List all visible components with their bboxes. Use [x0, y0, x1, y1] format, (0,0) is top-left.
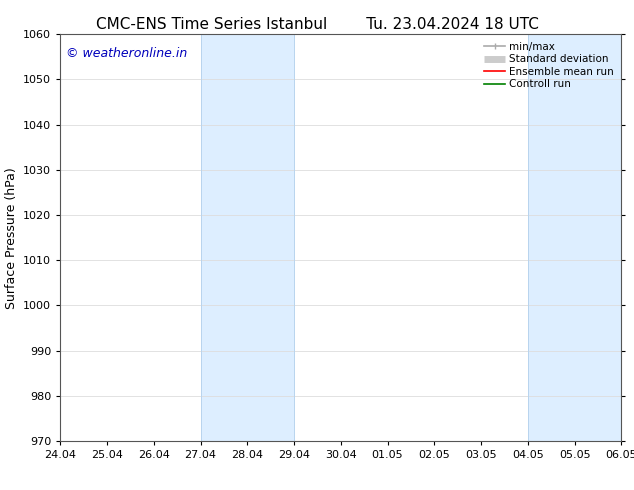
- Bar: [527, 34, 621, 441]
- Legend: min/max, Standard deviation, Ensemble mean run, Controll run: min/max, Standard deviation, Ensemble me…: [482, 40, 616, 92]
- Y-axis label: Surface Pressure (hPa): Surface Pressure (hPa): [4, 167, 18, 309]
- Bar: [200, 34, 294, 441]
- Text: © weatheronline.in: © weatheronline.in: [66, 47, 187, 59]
- Text: CMC-ENS Time Series Istanbul        Tu. 23.04.2024 18 UTC: CMC-ENS Time Series Istanbul Tu. 23.04.2…: [96, 17, 538, 32]
